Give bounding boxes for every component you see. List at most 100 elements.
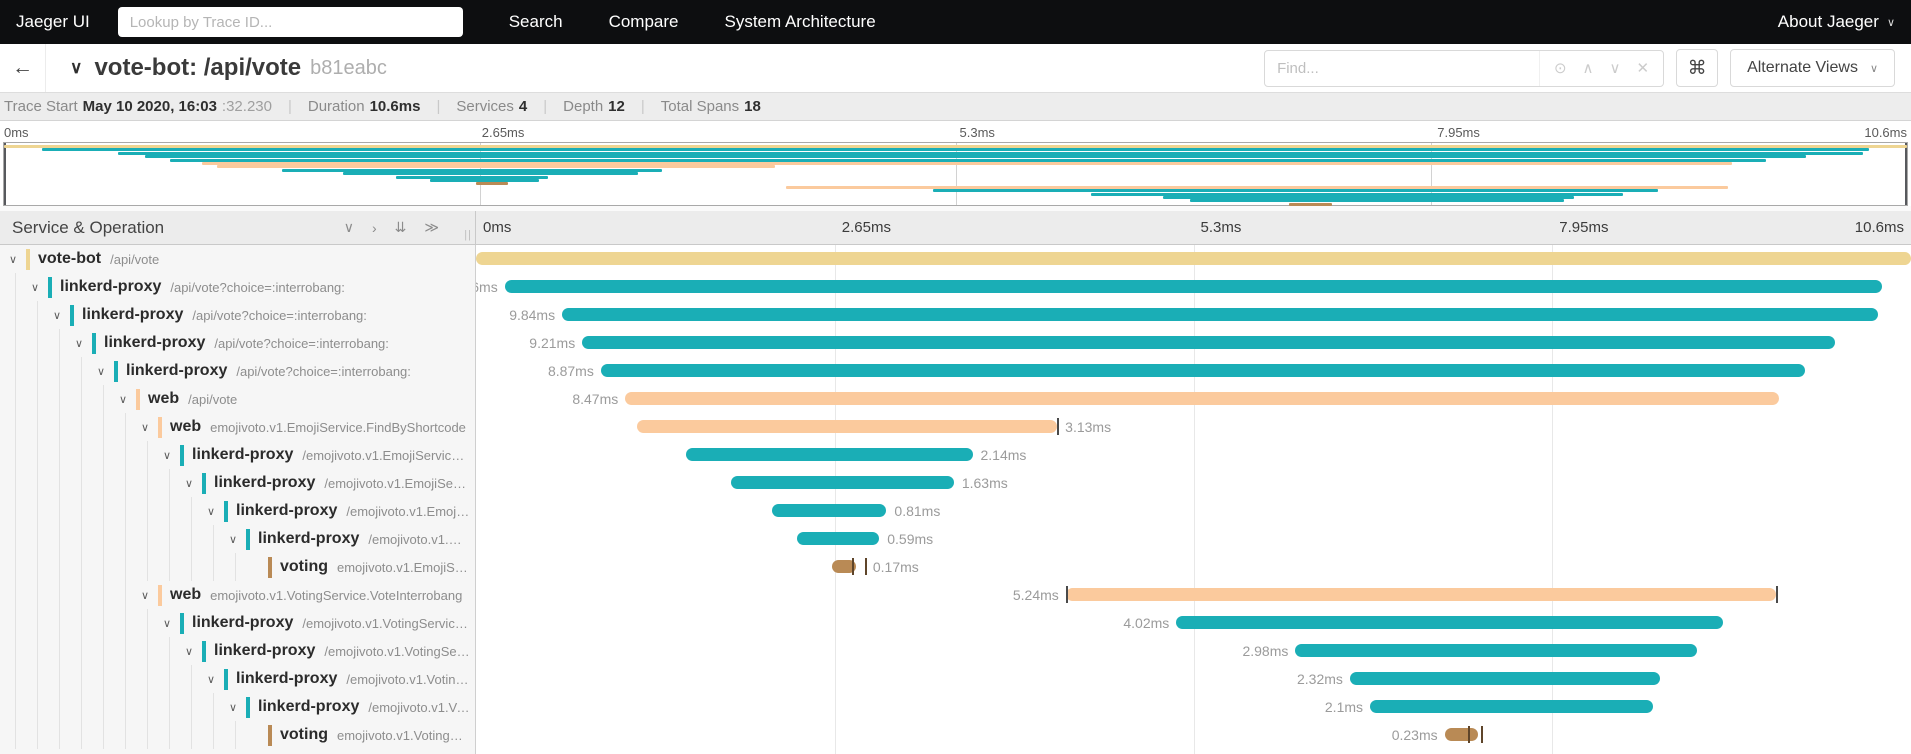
span-tree-cell[interactable]: ∨ vote-bot/api/vote: [0, 245, 476, 273]
trace-lookup-input[interactable]: [117, 7, 463, 37]
span-duration-bar[interactable]: [636, 420, 1058, 433]
row-collapse-chevron-icon[interactable]: ∨: [185, 477, 194, 490]
span-row[interactable]: ∨ linkerd-proxy/api/vote?choice=:interrob…: [0, 357, 1911, 385]
row-collapse-chevron-icon[interactable]: ∨: [207, 505, 216, 518]
span-duration-bar[interactable]: [625, 392, 1779, 405]
row-collapse-chevron-icon[interactable]: ∨: [75, 337, 84, 350]
nav-item-compare[interactable]: Compare: [608, 12, 679, 31]
span-track[interactable]: 0.17ms: [476, 553, 1911, 581]
span-tree-cell[interactable]: ∨ linkerd-proxy/api/vote?choice=:interrob…: [0, 273, 476, 301]
span-duration-bar[interactable]: [771, 504, 887, 517]
span-track[interactable]: 2.98ms: [476, 637, 1911, 665]
row-collapse-chevron-icon[interactable]: ∨: [185, 645, 194, 658]
span-track[interactable]: 2.1ms: [476, 693, 1911, 721]
span-tree-cell[interactable]: ∨ linkerd-proxy/emojivoto.v1.EmojiService…: [0, 441, 476, 469]
nav-item-system-architecture[interactable]: System Architecture: [724, 12, 876, 31]
span-duration-bar[interactable]: [831, 560, 857, 573]
span-row[interactable]: ∨ linkerd-proxy/emojivoto.v1.VotingServic…: [0, 609, 1911, 637]
span-row[interactable]: ∨ linkerd-proxy/api/vote?choice=:interrob…: [0, 273, 1911, 301]
row-collapse-chevron-icon[interactable]: ∨: [229, 701, 238, 714]
collapse-all-icon[interactable]: ⇊: [394, 219, 407, 235]
span-duration-bar[interactable]: [562, 308, 1878, 321]
back-button[interactable]: ←: [0, 44, 46, 92]
row-collapse-chevron-icon[interactable]: ∨: [9, 253, 18, 266]
span-duration-bar[interactable]: [1176, 616, 1723, 629]
span-tree-cell[interactable]: voting emojivoto.v1.VotingService.VoteInt…: [0, 721, 476, 749]
span-track[interactable]: [476, 245, 1911, 273]
span-track[interactable]: 1.63ms: [476, 469, 1911, 497]
span-duration-bar[interactable]: [582, 336, 1835, 349]
span-track[interactable]: 0.23ms: [476, 721, 1911, 749]
trace-collapse-chevron-icon[interactable]: ∨: [70, 58, 83, 77]
about-jaeger-menu[interactable]: About Jaeger ∨: [1778, 12, 1895, 32]
close-icon[interactable]: ✕: [1636, 60, 1650, 77]
span-row[interactable]: ∨ linkerd-proxy/api/vote?choice=:interrob…: [0, 329, 1911, 357]
row-collapse-chevron-icon[interactable]: ∨: [53, 309, 62, 322]
span-tree-cell[interactable]: ∨ web emojivoto.v1.VotingService.VoteInter…: [0, 581, 476, 609]
span-track[interactable]: 0.81ms: [476, 497, 1911, 525]
span-row[interactable]: ∨ linkerd-proxy/emojivoto.v1.EmojiService…: [0, 441, 1911, 469]
span-tree-cell[interactable]: ∨ linkerd-proxy/emojivoto.v1.EmojiService…: [0, 497, 476, 525]
span-row[interactable]: ∨ linkerd-proxy/emojivoto.v1.EmojiService…: [0, 469, 1911, 497]
span-track[interactable]: 8.47ms: [476, 385, 1911, 413]
span-tree-cell[interactable]: ∨ linkerd-proxy/emojivoto.v1.VotingServic…: [0, 665, 476, 693]
span-tree-cell[interactable]: ∨ web emojivoto.v1.EmojiService.FindByShor…: [0, 413, 476, 441]
span-tree-cell[interactable]: ∨ linkerd-proxy/emojivoto.v1.VotingServic…: [0, 693, 476, 721]
span-tree-cell[interactable]: ∨ web/api/vote: [0, 385, 476, 413]
span-tree-cell[interactable]: ∨ linkerd-proxy/emojivoto.v1.EmojiService…: [0, 525, 476, 553]
span-row[interactable]: ∨ linkerd-proxy/emojivoto.v1.VotingServic…: [0, 693, 1911, 721]
span-track[interactable]: 2.14ms: [476, 441, 1911, 469]
span-track[interactable]: 3.13ms: [476, 413, 1911, 441]
app-brand[interactable]: Jaeger UI: [16, 12, 90, 31]
span-duration-bar[interactable]: [600, 364, 1805, 377]
row-collapse-chevron-icon[interactable]: ∨: [163, 449, 172, 462]
keyboard-shortcuts-button[interactable]: ⌘: [1676, 49, 1719, 87]
span-tree-cell[interactable]: voting emojivoto.v1.EmojiService.FindBySh…: [0, 553, 476, 581]
span-row[interactable]: voting emojivoto.v1.EmojiService.FindBySh…: [0, 553, 1911, 581]
column-resize-handle[interactable]: ||: [464, 229, 472, 241]
span-row[interactable]: ∨ linkerd-proxy/api/vote?choice=:interrob…: [0, 301, 1911, 329]
span-track[interactable]: 4.02ms: [476, 609, 1911, 637]
span-row[interactable]: ∨ web/api/vote 8.47ms: [0, 385, 1911, 413]
span-duration-bar[interactable]: [1349, 672, 1660, 685]
span-row[interactable]: ∨ linkerd-proxy/emojivoto.v1.VotingServic…: [0, 637, 1911, 665]
span-row[interactable]: ∨ web emojivoto.v1.VotingService.VoteInter…: [0, 581, 1911, 609]
span-track[interactable]: 6ms: [476, 273, 1911, 301]
row-collapse-chevron-icon[interactable]: ∨: [163, 617, 172, 630]
span-row[interactable]: ∨ vote-bot/api/vote: [0, 245, 1911, 273]
row-collapse-chevron-icon[interactable]: ∨: [207, 673, 216, 686]
span-duration-bar[interactable]: [685, 448, 973, 461]
trace-minimap[interactable]: [3, 142, 1908, 206]
span-row[interactable]: ∨ linkerd-proxy/emojivoto.v1.EmojiService…: [0, 497, 1911, 525]
expand-all-icon[interactable]: ≫: [424, 219, 439, 235]
span-row[interactable]: ∨ linkerd-proxy/emojivoto.v1.VotingServic…: [0, 665, 1911, 693]
span-duration-bar[interactable]: [1065, 588, 1777, 601]
expand-one-icon[interactable]: ›: [371, 219, 377, 236]
span-track[interactable]: 0.59ms: [476, 525, 1911, 553]
span-duration-bar[interactable]: [1370, 700, 1653, 713]
row-collapse-chevron-icon[interactable]: ∨: [229, 533, 238, 546]
span-tree-cell[interactable]: ∨ linkerd-proxy/api/vote?choice=:interrob…: [0, 357, 476, 385]
span-duration-bar[interactable]: [476, 252, 1911, 265]
row-collapse-chevron-icon[interactable]: ∨: [141, 421, 150, 434]
minimap-scrubber-handle[interactable]: [4, 143, 6, 205]
span-tree-cell[interactable]: ∨ linkerd-proxy/emojivoto.v1.VotingServic…: [0, 609, 476, 637]
span-track[interactable]: 5.24ms: [476, 581, 1911, 609]
span-track[interactable]: 9.84ms: [476, 301, 1911, 329]
span-duration-bar[interactable]: [797, 532, 880, 545]
span-row[interactable]: voting emojivoto.v1.VotingService.VoteInt…: [0, 721, 1911, 749]
span-track[interactable]: 9.21ms: [476, 329, 1911, 357]
span-track[interactable]: 8.87ms: [476, 357, 1911, 385]
target-icon[interactable]: ⊙: [1553, 60, 1567, 77]
nav-item-search[interactable]: Search: [508, 12, 563, 31]
chevron-up-icon[interactable]: ∧: [1582, 60, 1594, 77]
find-input[interactable]: [1265, 59, 1539, 77]
minimap-scrubber-handle[interactable]: [1905, 143, 1907, 205]
row-collapse-chevron-icon[interactable]: ∨: [31, 281, 40, 294]
collapse-one-icon[interactable]: ∨: [343, 219, 354, 235]
span-tree-cell[interactable]: ∨ linkerd-proxy/api/vote?choice=:interrob…: [0, 329, 476, 357]
span-tree-cell[interactable]: ∨ linkerd-proxy/api/vote?choice=:interrob…: [0, 301, 476, 329]
span-row[interactable]: ∨ linkerd-proxy/emojivoto.v1.EmojiService…: [0, 525, 1911, 553]
alternate-views-button[interactable]: Alternate Views ∨: [1730, 49, 1895, 87]
chevron-down-icon[interactable]: ∨: [1609, 60, 1621, 77]
